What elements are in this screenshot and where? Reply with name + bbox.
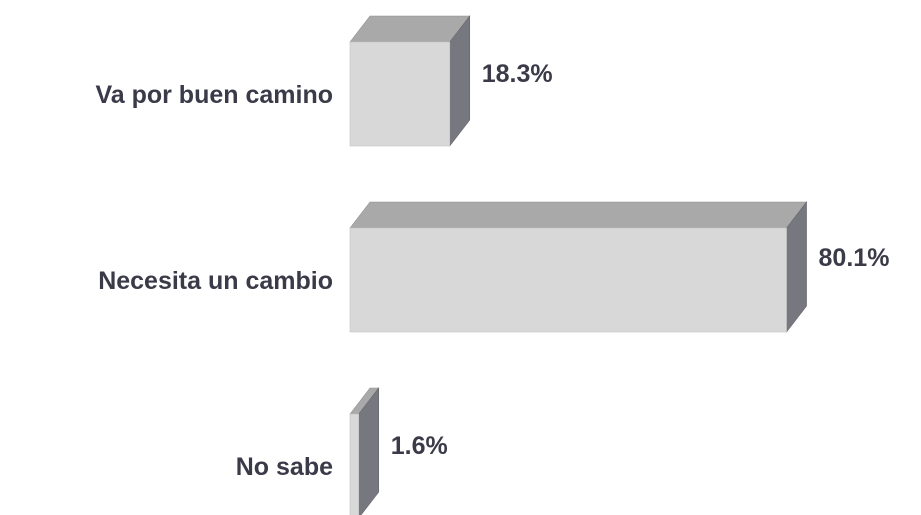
bar (349, 41, 451, 147)
value-label: 1.6% (391, 432, 448, 460)
bar-top-face (349, 201, 808, 229)
bar (349, 413, 360, 515)
category-label: Necesita un cambio (98, 267, 333, 295)
category-label: No sabe (236, 453, 333, 481)
value-label: 80.1% (819, 244, 890, 272)
category-label: Va por buen camino (95, 81, 333, 109)
bar-top-face (349, 15, 471, 43)
value-label: 18.3% (482, 60, 553, 88)
bar (349, 227, 787, 333)
